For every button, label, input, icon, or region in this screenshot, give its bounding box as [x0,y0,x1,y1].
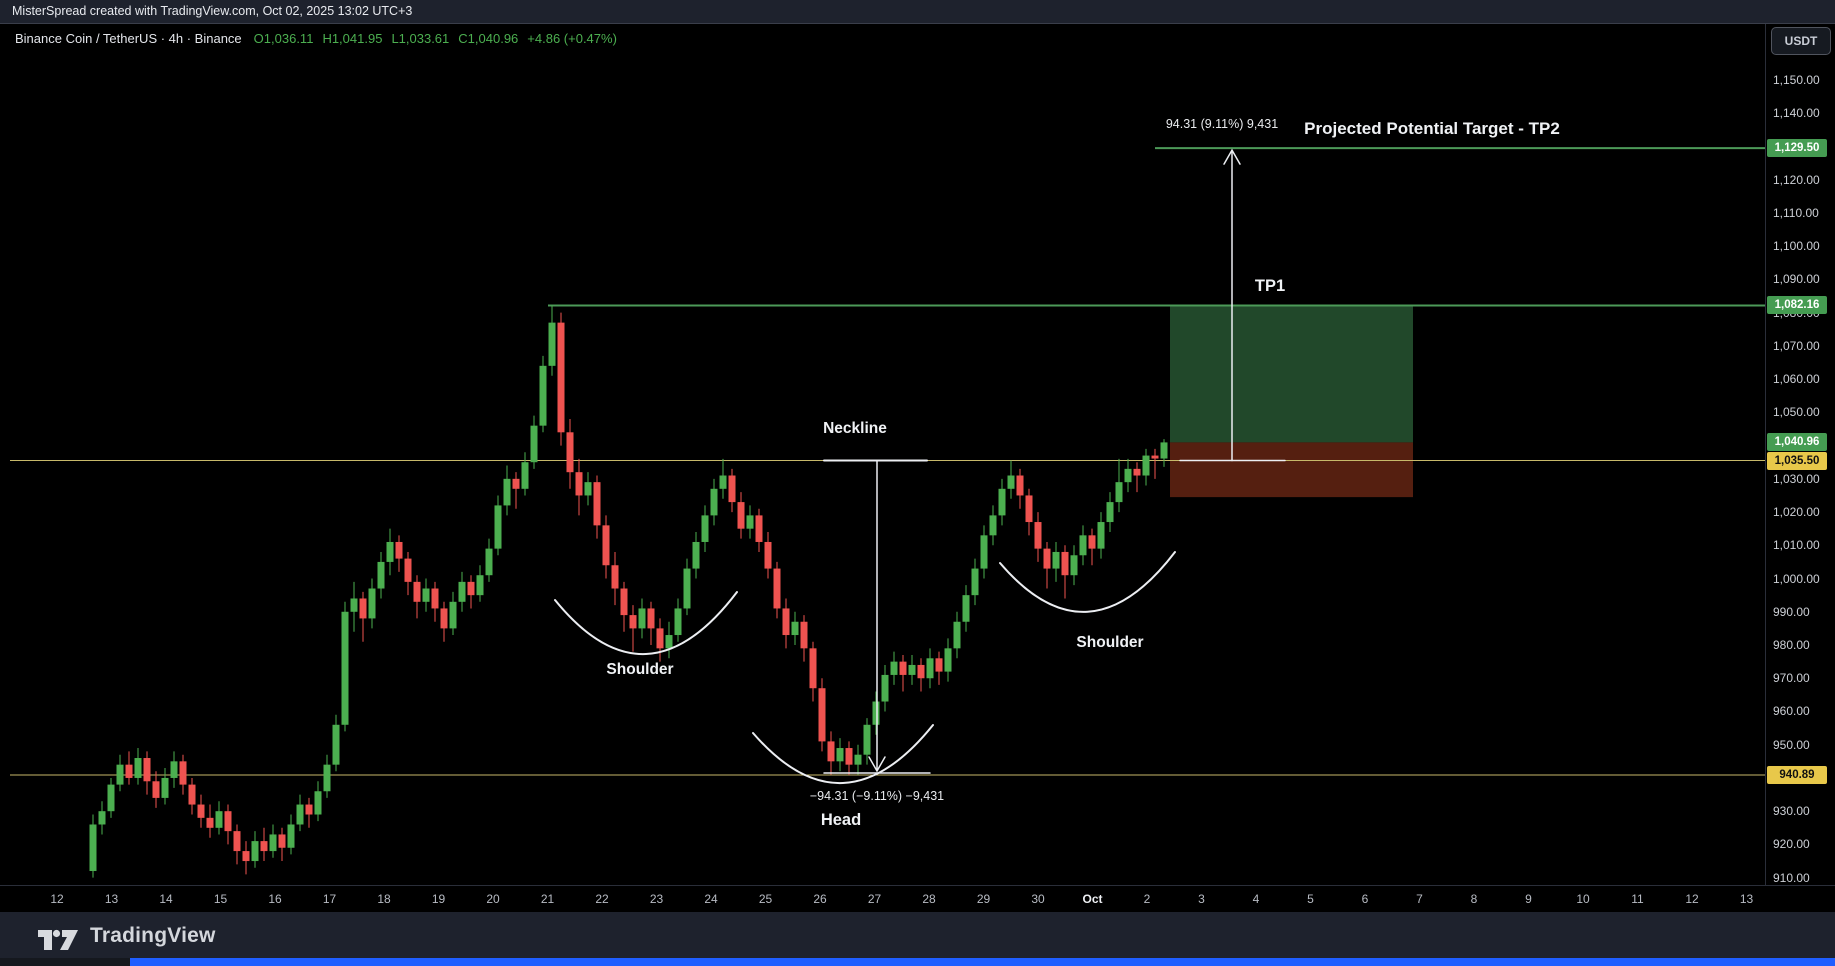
time-tick-label: 12 [1685,892,1699,906]
neckline-label: Neckline [823,420,887,437]
bottom-strip [0,958,1835,966]
time-tick-label: 23 [649,892,664,906]
measure-down-arrowhead [868,756,886,773]
time-axis[interactable]: 12 13 14 15 16 17 18 19 20 21 22 23 24 25 26 27 28 29 30 Oc… [0,885,1835,913]
time-tick-label: 30 [1031,892,1045,906]
price-tick-label: 1,050.00 [1773,405,1820,420]
high-value: H1,041.95 [322,31,383,46]
ohlc-values: O1,036.11 H1,041.95 L1,033.61 C1,040.96 +4.8… [254,31,626,46]
time-tick-label: 21 [540,892,555,906]
price-tick-label: 930.00 [1773,804,1810,819]
price-tick-label: 950.00 [1773,737,1810,752]
time-tick-label: 27 [867,892,882,906]
time-tick-label: 26 [813,892,827,906]
attribution-bar: MisterSpread created with TradingView.co… [0,0,1835,24]
time-tick-label: 22 [595,892,609,906]
price-tick-label: 1,000.00 [1773,571,1820,586]
price-tick-label: 1,060.00 [1773,372,1820,387]
attribution-text: MisterSpread created with TradingView.co… [12,4,413,18]
time-tick-label: 11 [1631,892,1644,906]
shoulder-left-arc [554,591,738,656]
tp1-label: TP1 [1254,277,1286,295]
low-value: L1,033.61 [391,31,450,46]
price-tick-label: 1,010.00 [1773,538,1820,553]
time-tick-label: Oct [1082,892,1103,906]
head-label: Head [820,811,862,829]
change-value: +4.86 (+0.47%) [527,31,617,46]
time-tick-label: 29 [976,892,991,906]
time-tick-label: 4 [1252,892,1260,906]
time-tick-label: 24 [704,892,718,906]
symbol-title: Binance Coin / TetherUS · 4h · Binance [15,31,242,46]
measure-up-label: 94.31 (9.11%) 9,431 [1165,117,1279,131]
long-position-box[interactable] [1170,305,1413,498]
price-badge: 1,082.16 [1767,296,1827,315]
price-tick-label: 990.00 [1773,604,1810,619]
price-tick-label: 1,090.00 [1773,272,1820,287]
price-tick-label: 1,100.00 [1773,239,1820,254]
footer-bar: TradingView [0,912,1835,958]
price-badge: 1,040.96 [1767,433,1827,452]
candles [89,305,1168,878]
shoulder-right-arc [999,551,1176,613]
time-tick-label: 12 [50,892,64,906]
price-tick-label: 920.00 [1773,837,1810,852]
time-tick-label: 13 [1739,892,1754,906]
tp2-title-label: Projected Potential Target - TP2 [1304,119,1560,138]
price-tick-label: 910.00 [1773,870,1810,885]
measure-down-label: −94.31 (−9.11%) −9,431 [809,789,945,803]
time-tick-label: 5 [1307,892,1314,906]
open-value: O1,036.11 [253,31,314,46]
time-tick-label: 3 [1198,892,1205,906]
tradingview-logo-icon [38,929,78,950]
time-tick-label: 20 [486,892,500,906]
price-tick-label: 1,110.00 [1773,205,1819,220]
time-tick-label: 8 [1470,892,1478,906]
price-tick-label: 1,140.00 [1773,106,1820,121]
shoulder-right-label: Shoulder [1076,634,1144,651]
time-tick-label: 2 [1143,892,1151,906]
currency-toggle-button[interactable]: USDT [1771,27,1831,55]
time-tick-label: 16 [268,892,282,906]
time-tick-label: 13 [104,892,119,906]
price-tick-label: 1,020.00 [1773,505,1820,520]
time-tick-label: 6 [1361,892,1369,906]
time-tick-label: 14 [159,892,173,906]
time-tick-label: 10 [1576,892,1590,906]
price-tick-label: 980.00 [1773,638,1810,652]
time-tick-label: 7 [1416,892,1423,906]
pattern-annotations[interactable] [554,148,1286,784]
time-tick-label: 28 [922,892,936,906]
price-tick-label: 960.00 [1773,704,1810,719]
symbol-legend[interactable]: Binance Coin / TetherUS · 4h · Binance O1… [15,31,626,46]
tradingview-brand-text: TradingView [90,924,216,947]
price-tick-label: 1,150.00 [1773,73,1820,87]
tradingview-brand[interactable]: TradingView [36,920,216,952]
price-badge: 940.89 [1767,765,1827,784]
price-tick-label: 970.00 [1773,671,1810,686]
time-tick-label: 15 [213,892,228,906]
time-tick-label: 9 [1525,892,1532,906]
time-tick-label: 17 [322,892,337,906]
close-value: C1,040.96 [458,31,519,46]
time-tick-label: 25 [758,892,773,906]
price-tick-label: 1,120.00 [1773,172,1820,187]
time-tick-label: 18 [377,892,391,906]
chart-canvas[interactable] [0,24,1765,885]
price-badge: 1,129.50 [1767,139,1827,158]
price-axis[interactable]: 1,150.00 1,140.00 1,120.00 1,110.00 1,100.00… [1765,24,1835,885]
head-arc [752,724,934,784]
price-tick-label: 1,030.00 [1773,471,1820,486]
price-badge: 1,035.50 [1767,451,1827,470]
shoulder-left-label: Shoulder [606,661,674,678]
time-tick-label: 19 [431,892,446,906]
measure-up-arrowhead [1223,148,1241,165]
bottom-blue-bar [130,958,1835,966]
price-tick-label: 1,070.00 [1773,338,1820,353]
